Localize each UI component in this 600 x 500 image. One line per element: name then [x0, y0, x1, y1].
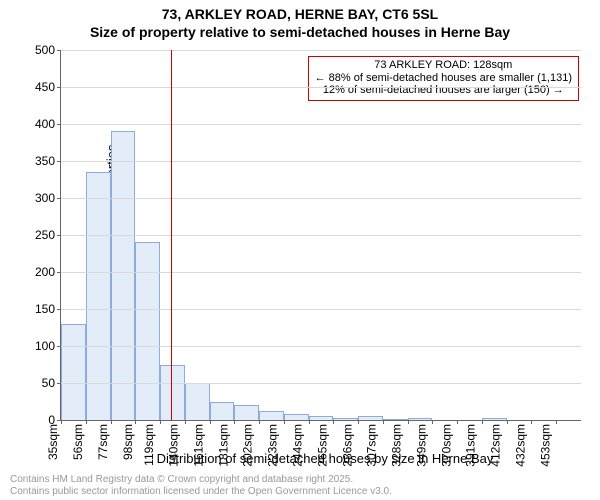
gridline [61, 87, 581, 88]
histogram-bar [259, 411, 284, 420]
chart-footer: Contains HM Land Registry data © Crown c… [10, 474, 392, 497]
gridline [61, 272, 581, 273]
xtick-mark [86, 420, 87, 424]
gridline [61, 309, 581, 310]
xtick-mark [358, 420, 359, 424]
ytick-label: 250 [35, 228, 61, 242]
xtick-mark [408, 420, 409, 424]
xtick-mark [284, 420, 285, 424]
histogram-bar [61, 324, 86, 420]
xtick-mark [309, 420, 310, 424]
gridline [61, 383, 581, 384]
xtick-mark [185, 420, 186, 424]
ytick-label: 50 [42, 376, 61, 390]
gridline [61, 50, 581, 51]
xtick-mark [432, 420, 433, 424]
ytick-label: 200 [35, 265, 61, 279]
xtick-mark [234, 420, 235, 424]
footer-line1: Contains HM Land Registry data © Crown c… [10, 474, 392, 486]
gridline [61, 124, 581, 125]
ytick-label: 450 [35, 80, 61, 94]
subject-property-marker [171, 50, 172, 420]
chart-title-address: 73, ARKLEY ROAD, HERNE BAY, CT6 5SL [0, 6, 600, 22]
gridline [61, 235, 581, 236]
plot-area: 73 ARKLEY ROAD: 128sqm ← 88% of semi-det… [60, 50, 581, 421]
xtick-mark [507, 420, 508, 424]
gridline [61, 346, 581, 347]
x-axis-label: Distribution of semi-detached houses by … [60, 451, 590, 466]
histogram-bar [111, 131, 136, 420]
histogram-bar [135, 242, 160, 420]
xtick-mark [160, 420, 161, 424]
marker-annotation: 73 ARKLEY ROAD: 128sqm ← 88% of semi-det… [308, 56, 579, 101]
xtick-label: 35sqm [46, 420, 60, 460]
xtick-mark [457, 420, 458, 424]
histogram-bar [234, 405, 259, 420]
ytick-label: 100 [35, 339, 61, 353]
annotation-line2: ← 88% of semi-detached houses are smalle… [315, 72, 572, 85]
xtick-mark [333, 420, 334, 424]
histogram-bar [210, 402, 235, 421]
xtick-mark [383, 420, 384, 424]
ytick-label: 350 [35, 154, 61, 168]
annotation-line1: 73 ARKLEY ROAD: 128sqm [315, 59, 572, 72]
footer-line2: Contains public sector information licen… [10, 486, 392, 498]
xtick-mark [556, 420, 557, 424]
property-size-histogram: 73, ARKLEY ROAD, HERNE BAY, CT6 5SL Size… [0, 0, 600, 500]
ytick-label: 500 [35, 43, 61, 57]
ytick-label: 400 [35, 117, 61, 131]
chart-title-desc: Size of property relative to semi-detach… [0, 24, 600, 40]
xtick-mark [210, 420, 211, 424]
gridline [61, 161, 581, 162]
ytick-label: 150 [35, 302, 61, 316]
ytick-label: 300 [35, 191, 61, 205]
xtick-mark [531, 420, 532, 424]
histogram-bar [160, 365, 185, 421]
xtick-mark [135, 420, 136, 424]
gridline [61, 198, 581, 199]
xtick-mark [61, 420, 62, 424]
histogram-bar [185, 383, 210, 420]
xtick-mark [111, 420, 112, 424]
xtick-mark [482, 420, 483, 424]
xtick-mark [259, 420, 260, 424]
